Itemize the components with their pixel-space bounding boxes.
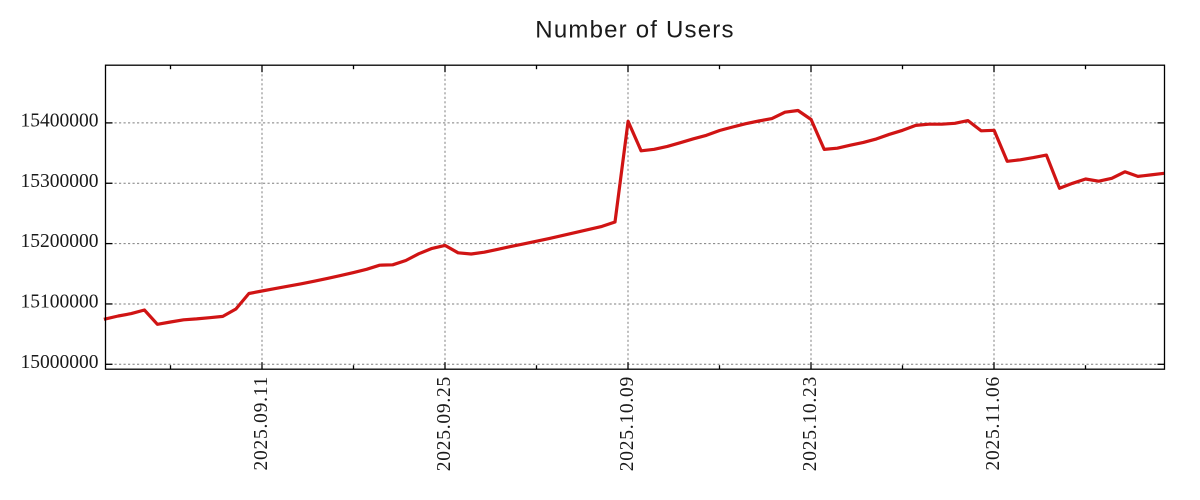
svg-text:15100000: 15100000	[21, 292, 99, 313]
svg-text:2025.10.09: 2025.10.09	[617, 376, 638, 471]
svg-text:2025.09.11: 2025.09.11	[251, 376, 272, 471]
svg-text:15200000: 15200000	[21, 231, 99, 252]
svg-text:2025.09.25: 2025.09.25	[434, 376, 455, 471]
svg-text:15300000: 15300000	[21, 171, 99, 192]
svg-text:15400000: 15400000	[21, 111, 99, 132]
svg-text:2025.11.06: 2025.11.06	[983, 376, 1004, 471]
svg-text:15000000: 15000000	[21, 352, 99, 373]
svg-text:2025.10.23: 2025.10.23	[800, 376, 821, 471]
svg-text:Number of Users: Number of Users	[535, 17, 734, 44]
